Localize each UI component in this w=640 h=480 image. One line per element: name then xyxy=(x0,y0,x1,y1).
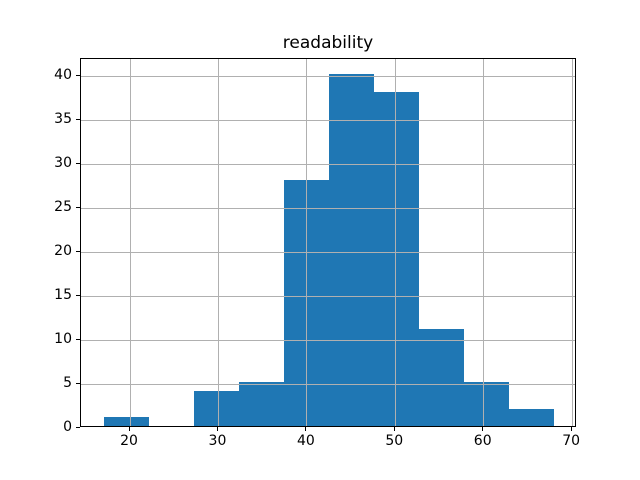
y-tick-label: 40 xyxy=(54,67,72,84)
histogram-bar xyxy=(329,74,375,427)
gridline-horizontal xyxy=(81,339,575,341)
gridline-horizontal xyxy=(81,75,575,77)
y-tick-mark xyxy=(76,118,80,120)
y-tick-label: 25 xyxy=(54,199,72,216)
y-tick-label: 10 xyxy=(54,331,72,348)
x-tick-mark xyxy=(570,427,572,432)
y-tick-label: 5 xyxy=(63,375,72,392)
chart-title: readability xyxy=(282,33,374,53)
gridline-horizontal xyxy=(81,251,575,253)
gridline-vertical xyxy=(129,58,131,427)
y-tick-mark xyxy=(76,426,80,428)
gridline-vertical xyxy=(394,58,396,427)
x-tick-label: 30 xyxy=(208,433,227,450)
x-tick-label: 20 xyxy=(120,433,138,450)
gridline-vertical xyxy=(306,58,308,427)
histogram-bar xyxy=(464,382,510,427)
y-tick-mark xyxy=(76,162,80,164)
y-tick-label: 30 xyxy=(54,155,72,172)
gridline-horizontal xyxy=(81,295,575,297)
gridline-horizontal xyxy=(81,383,575,385)
x-tick-mark xyxy=(216,427,218,432)
x-tick-mark xyxy=(393,427,395,432)
gridline-horizontal xyxy=(81,119,575,121)
y-tick-label: 35 xyxy=(54,111,72,128)
gridline-horizontal xyxy=(81,163,575,165)
y-tick-mark xyxy=(76,74,80,76)
histogram-bar xyxy=(193,391,239,427)
y-tick-mark xyxy=(76,294,80,296)
x-tick-label: 70 xyxy=(562,433,581,450)
y-tick-mark xyxy=(76,206,80,208)
x-tick-label: 50 xyxy=(385,433,404,450)
histogram-bar xyxy=(103,417,149,427)
y-tick-label: 0 xyxy=(63,419,72,436)
histogram-bar xyxy=(238,382,284,427)
y-tick-label: 15 xyxy=(54,287,72,304)
histogram-bar xyxy=(419,329,465,427)
x-tick-mark xyxy=(482,427,484,432)
x-tick-label: 40 xyxy=(296,433,315,450)
x-tick-label: 60 xyxy=(473,433,492,450)
y-tick-mark xyxy=(76,382,80,384)
histogram-bar xyxy=(374,91,420,427)
gridline-horizontal xyxy=(81,207,575,209)
gridline-vertical xyxy=(217,58,219,427)
x-tick-mark xyxy=(128,427,130,432)
plot-area xyxy=(80,57,576,428)
y-tick-label: 20 xyxy=(54,243,72,260)
gridline-vertical xyxy=(571,58,573,427)
y-tick-mark xyxy=(76,250,80,252)
histogram-bar xyxy=(509,408,555,427)
gridline-vertical xyxy=(483,58,485,427)
y-tick-mark xyxy=(76,338,80,340)
x-tick-mark xyxy=(305,427,307,432)
